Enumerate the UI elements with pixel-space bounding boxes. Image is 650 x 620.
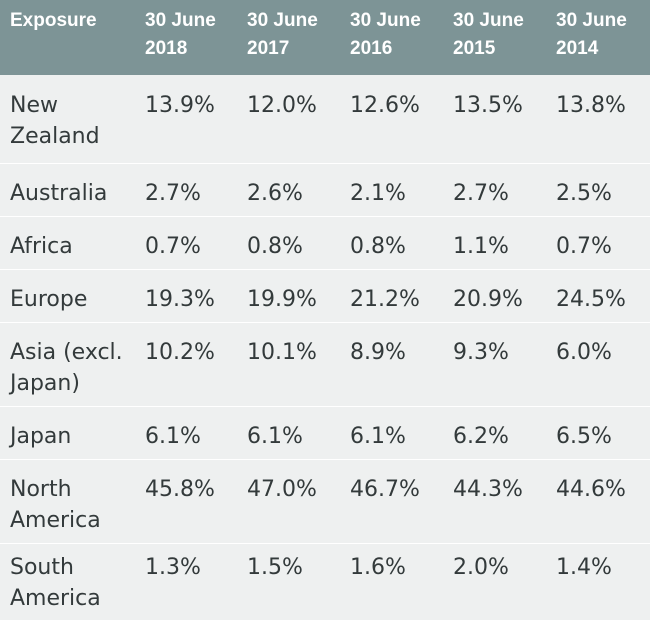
- row-label: Australia: [10, 181, 108, 206]
- table-cell: 9.3%: [453, 340, 509, 365]
- table-cell: 12.6%: [350, 93, 420, 118]
- table-row: New Zealand 13.9% 12.0% 12.6% 13.5% 13.8…: [0, 76, 650, 164]
- table-cell: 46.7%: [350, 477, 420, 502]
- table-cell: 47.0%: [247, 477, 317, 502]
- table-cell: 0.8%: [247, 234, 303, 259]
- table-cell: 2.7%: [145, 181, 201, 206]
- row-label: Asia (excl. Japan): [10, 340, 123, 396]
- row-label: Europe: [10, 287, 88, 312]
- header-2018: 30 June 2018: [145, 10, 216, 59]
- table-row: Europe 19.3% 19.9% 21.2% 20.9% 24.5%: [0, 270, 650, 323]
- table-row: South America 1.3% 1.5% 1.6% 2.0% 1.4%: [0, 544, 650, 620]
- header-2015: 30 June 2015: [453, 10, 524, 59]
- row-label: Japan: [10, 424, 72, 449]
- table-header: Exposure 30 June 2018 30 June 2017 30 Ju…: [0, 0, 650, 75]
- table-cell: 1.5%: [247, 555, 303, 580]
- table-cell: 12.0%: [247, 93, 317, 118]
- table-cell: 6.1%: [247, 424, 303, 449]
- header-exposure: Exposure: [10, 10, 97, 31]
- table-cell: 20.9%: [453, 287, 523, 312]
- table-cell: 44.3%: [453, 477, 523, 502]
- header-2014: 30 June 2014: [556, 10, 627, 59]
- table-cell: 13.8%: [556, 93, 626, 118]
- table-cell: 6.2%: [453, 424, 509, 449]
- table-cell: 2.1%: [350, 181, 406, 206]
- table-cell: 2.5%: [556, 181, 612, 206]
- table-cell: 19.9%: [247, 287, 317, 312]
- table-cell: 0.7%: [145, 234, 201, 259]
- header-2017: 30 June 2017: [247, 10, 318, 59]
- table-cell: 0.8%: [350, 234, 406, 259]
- table-cell: 13.9%: [145, 93, 215, 118]
- row-label: Africa: [10, 234, 73, 259]
- table-cell: 1.1%: [453, 234, 509, 259]
- table-cell: 10.1%: [247, 340, 317, 365]
- table-cell: 8.9%: [350, 340, 406, 365]
- table-cell: 44.6%: [556, 477, 626, 502]
- table-cell: 6.1%: [145, 424, 201, 449]
- table-cell: 24.5%: [556, 287, 626, 312]
- table-cell: 6.1%: [350, 424, 406, 449]
- table-cell: 19.3%: [145, 287, 215, 312]
- table-cell: 13.5%: [453, 93, 523, 118]
- row-label: North America: [10, 477, 101, 533]
- table-cell: 6.0%: [556, 340, 612, 365]
- table-row: Japan 6.1% 6.1% 6.1% 6.2% 6.5%: [0, 407, 650, 460]
- table-row: Australia 2.7% 2.6% 2.1% 2.7% 2.5%: [0, 164, 650, 217]
- table-row: Asia (excl. Japan) 10.2% 10.1% 8.9% 9.3%…: [0, 323, 650, 407]
- header-2016: 30 June 2016: [350, 10, 421, 59]
- table-cell: 2.7%: [453, 181, 509, 206]
- table-cell: 6.5%: [556, 424, 612, 449]
- table-cell: 1.4%: [556, 555, 612, 580]
- table-cell: 10.2%: [145, 340, 215, 365]
- table-row: Africa 0.7% 0.8% 0.8% 1.1% 0.7%: [0, 217, 650, 270]
- table-cell: 1.3%: [145, 555, 201, 580]
- row-label: South America: [10, 555, 101, 611]
- table-row: North America 45.8% 47.0% 46.7% 44.3% 44…: [0, 460, 650, 544]
- table-cell: 21.2%: [350, 287, 420, 312]
- row-label: New Zealand: [10, 93, 100, 149]
- table-cell: 45.8%: [145, 477, 215, 502]
- table-cell: 1.6%: [350, 555, 406, 580]
- table-cell: 2.0%: [453, 555, 509, 580]
- table-cell: 0.7%: [556, 234, 612, 259]
- table-cell: 2.6%: [247, 181, 303, 206]
